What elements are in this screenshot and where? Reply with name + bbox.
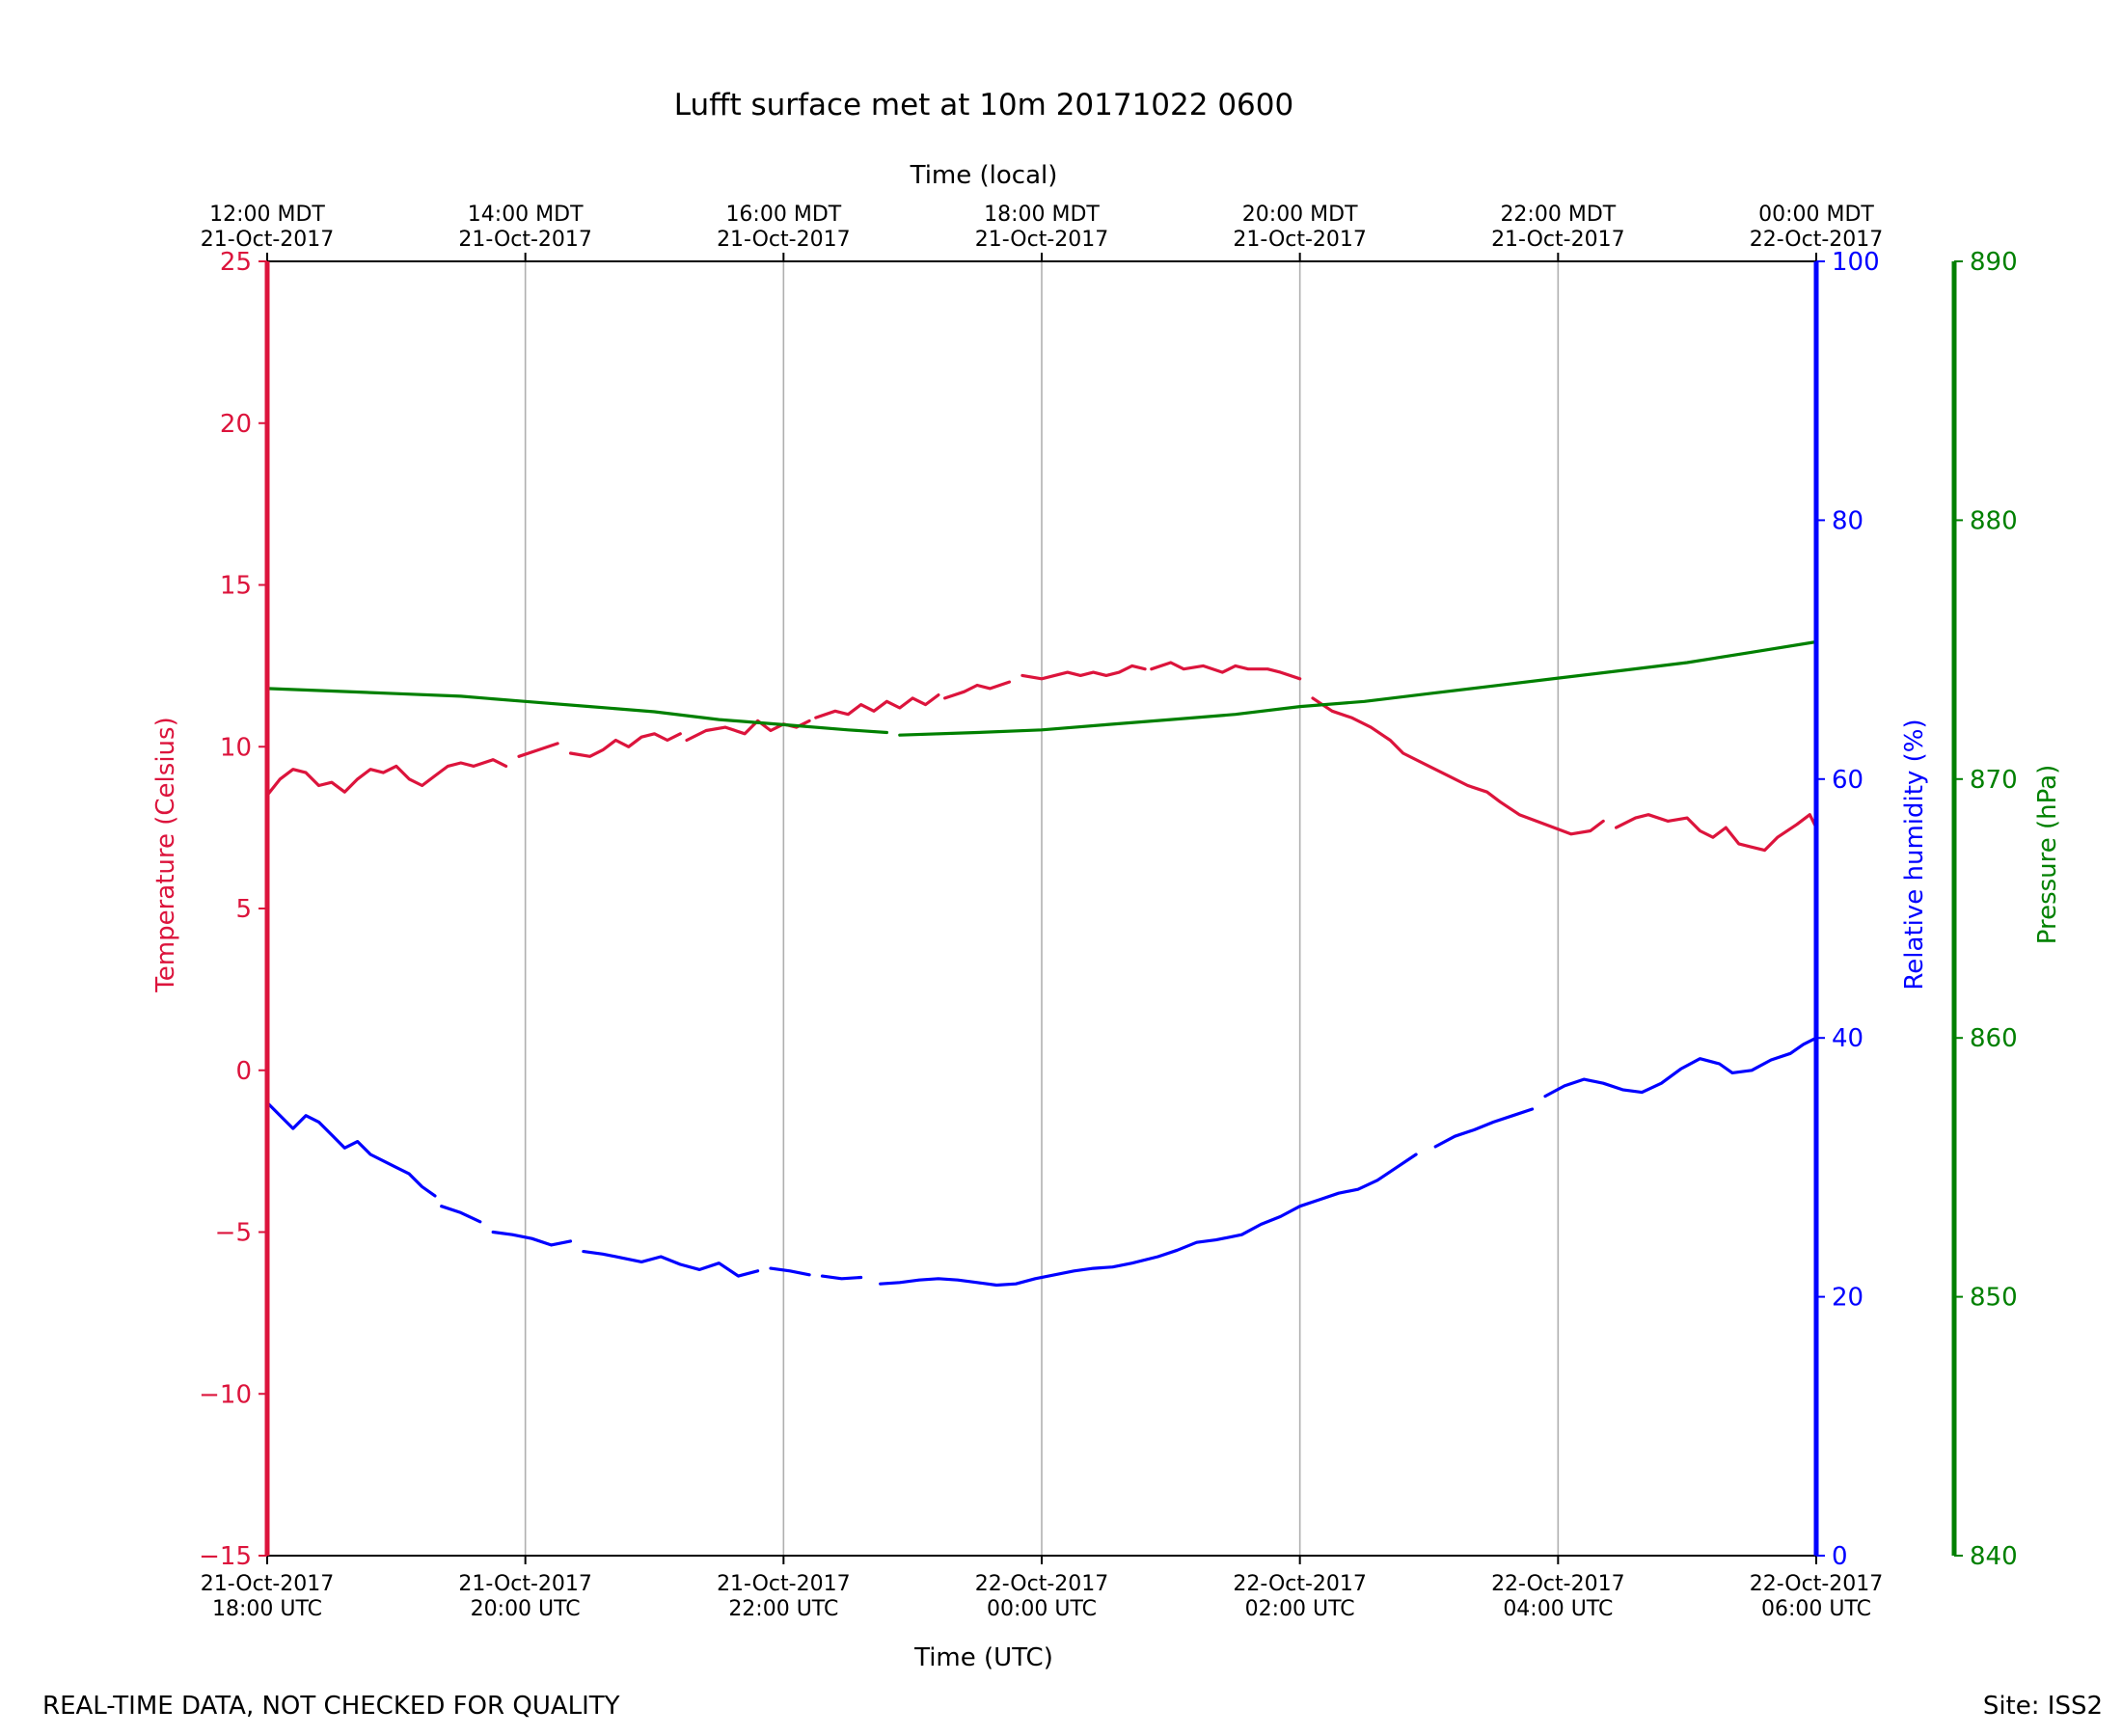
x-tick-label-time: 22:00 UTC — [728, 1597, 838, 1621]
site-label: Site: ISS2 — [1983, 1692, 2103, 1721]
series-layer — [265, 639, 1818, 1288]
chart-title: Lufft surface met at 10m 20171022 0600 — [674, 88, 1293, 122]
temperature-tick-label: 10 — [220, 733, 252, 762]
x2-tick-label-date: 22-Oct-2017 — [1750, 228, 1884, 252]
humidity-tick-label: 0 — [1832, 1542, 1848, 1571]
temperature-line — [1615, 813, 1818, 853]
humidity-line — [582, 1250, 760, 1278]
temperature-line — [1311, 696, 1605, 836]
humidity-line — [879, 1153, 1418, 1288]
humidity-line — [440, 1205, 482, 1224]
temperature-line — [943, 680, 1012, 700]
temperature-tick-label: −5 — [215, 1219, 252, 1248]
temperature-tick-label: 5 — [235, 895, 252, 924]
bottom-axis-label: Time (UTC) — [913, 1643, 1053, 1672]
pressure-line — [265, 687, 888, 735]
x2-tick-label-time: 00:00 MDT — [1758, 203, 1874, 227]
pressure-tick-label: 870 — [1970, 766, 2018, 795]
x2-tick-label-date: 21-Oct-2017 — [458, 228, 592, 252]
x-tick-label-time: 02:00 UTC — [1245, 1597, 1355, 1621]
x2-tick-label-time: 18:00 MDT — [984, 203, 1100, 227]
temperature-line — [265, 758, 508, 798]
temperature-tick-label: 25 — [220, 248, 252, 277]
x2-tick-label-date: 21-Oct-2017 — [1491, 228, 1625, 252]
humidity-tick-label: 20 — [1832, 1284, 1864, 1313]
grid-layer — [524, 261, 1560, 1556]
x2-tick-label-time: 12:00 MDT — [209, 203, 325, 227]
x2-tick-label-time: 20:00 MDT — [1242, 203, 1358, 227]
temperature-line — [1150, 661, 1302, 681]
x-tick-label-date: 21-Oct-2017 — [717, 1572, 851, 1596]
x2-tick-label-date: 21-Oct-2017 — [1233, 228, 1367, 252]
temperature-axis-label: Temperature (Celsius) — [151, 717, 180, 992]
humidity-line — [1433, 1107, 1535, 1149]
temperature-line — [1020, 664, 1147, 681]
temperature-tick-label: −10 — [199, 1380, 252, 1409]
pressure-line — [898, 639, 1818, 737]
humidity-line — [491, 1230, 573, 1247]
x-tick-label-date: 22-Oct-2017 — [1491, 1572, 1625, 1596]
temperature-tick-label: 20 — [220, 410, 252, 439]
quality-note: REAL-TIME DATA, NOT CHECKED FOR QUALITY — [42, 1692, 620, 1721]
x-tick-label-date: 22-Oct-2017 — [975, 1572, 1109, 1596]
x-tick-label-date: 21-Oct-2017 — [458, 1572, 592, 1596]
x2-tick-label-date: 21-Oct-2017 — [975, 228, 1109, 252]
temperature-tick-label: 15 — [220, 572, 252, 601]
x2-tick-label-time: 22:00 MDT — [1500, 203, 1616, 227]
x-tick-label-time: 06:00 UTC — [1761, 1597, 1871, 1621]
pressure-tick-label: 840 — [1970, 1542, 2018, 1571]
humidity-line — [265, 1100, 437, 1198]
x2-tick-label-time: 14:00 MDT — [468, 203, 584, 227]
pressure-tick-label: 860 — [1970, 1024, 2018, 1053]
x-tick-label-time: 04:00 UTC — [1503, 1597, 1613, 1621]
humidity-line — [769, 1266, 811, 1277]
pressure-tick-label: 880 — [1970, 506, 2018, 535]
humidity-line — [1543, 1036, 1818, 1099]
pressure-axis-label: Pressure (hPa) — [2033, 765, 2062, 945]
temperature-line — [517, 742, 559, 758]
x-tick-label-date: 22-Oct-2017 — [1233, 1572, 1367, 1596]
temperature-tick-label: 0 — [235, 1057, 252, 1086]
humidity-line — [820, 1274, 863, 1281]
x-tick-label-date: 21-Oct-2017 — [201, 1572, 335, 1596]
x-tick-label-date: 22-Oct-2017 — [1750, 1572, 1884, 1596]
top-axis-label: Time (local) — [910, 161, 1058, 190]
humidity-tick-label: 40 — [1832, 1024, 1864, 1053]
temperature-line — [814, 693, 940, 719]
temperature-tick-label: −15 — [199, 1542, 252, 1571]
x-tick-label-time: 18:00 UTC — [212, 1597, 322, 1621]
x-tick-label-time: 00:00 UTC — [987, 1597, 1097, 1621]
x2-tick-label-date: 21-Oct-2017 — [717, 228, 851, 252]
temperature-line — [568, 732, 682, 758]
x2-tick-label-date: 21-Oct-2017 — [201, 228, 335, 252]
x-tick-label-time: 20:00 UTC — [471, 1597, 581, 1621]
humidity-tick-label: 80 — [1832, 506, 1864, 535]
pressure-tick-label: 890 — [1970, 248, 2018, 277]
x2-tick-label-time: 16:00 MDT — [725, 203, 841, 227]
humidity-tick-label: 100 — [1832, 248, 1880, 277]
humidity-axis-label: Relative humidity (%) — [1900, 719, 1929, 990]
pressure-tick-label: 850 — [1970, 1284, 2018, 1313]
humidity-tick-label: 60 — [1832, 766, 1864, 795]
